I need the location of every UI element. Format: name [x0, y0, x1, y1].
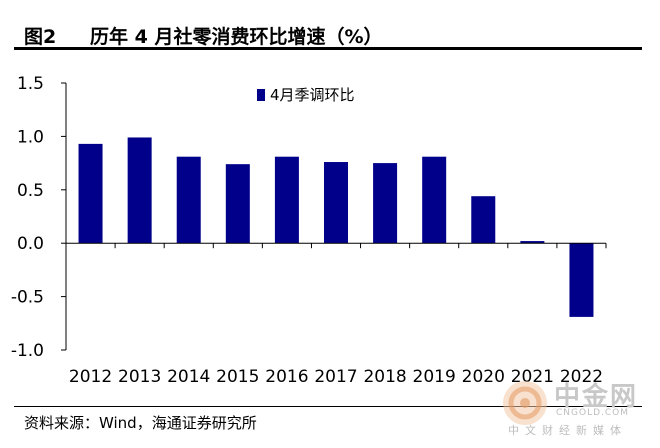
bar — [78, 143, 103, 244]
figure-header: 图2 历年 4 月社零消费环比增速（%） — [14, 18, 642, 48]
figure-title: 历年 4 月社零消费环比增速（%） — [90, 26, 383, 48]
bar — [520, 241, 545, 244]
bar — [127, 137, 152, 244]
header-rule — [14, 47, 642, 50]
watermark-name: 中金网 — [554, 382, 639, 412]
bar — [373, 163, 398, 244]
legend: 4月季调环比 — [257, 86, 355, 104]
bar — [225, 164, 250, 244]
y-tick-label: -0.5 — [11, 288, 44, 308]
x-tick-label: 2012 — [69, 367, 112, 387]
bar — [569, 243, 594, 317]
bar — [471, 196, 496, 244]
y-tick-label: -1.0 — [11, 341, 44, 361]
legend-swatch — [257, 89, 265, 101]
x-tick-label: 2022 — [560, 367, 603, 387]
x-tick-label: 2019 — [413, 367, 456, 387]
x-tick-label: 2014 — [167, 367, 210, 387]
x-axis: 2012 2013 2014 2015 2016 2017 2018 2019 2020 2021… — [65, 242, 607, 387]
x-tick-label: 2016 — [265, 367, 308, 387]
source-note: 资料来源：Wind，海通证券研究所 — [24, 414, 257, 432]
bar — [274, 156, 299, 244]
y-tick-label: 1.5 — [17, 74, 44, 94]
y-tick-label: 0.0 — [17, 234, 44, 254]
x-tick-label: 2018 — [363, 367, 406, 387]
y-tick-label: 1.0 — [17, 127, 44, 147]
y-axis: 1.5 1.0 0.5 0.0 -0.5 -1.0 — [11, 74, 67, 361]
cngold-logo-icon — [503, 381, 547, 425]
x-tick-label: 2013 — [118, 367, 161, 387]
bar — [324, 162, 348, 244]
footer-rule — [14, 406, 642, 407]
x-tick-label: 2020 — [462, 367, 505, 387]
x-tick-label: 2017 — [314, 367, 357, 387]
x-tick-label: 2015 — [216, 367, 259, 387]
figure-number: 图2 — [24, 26, 57, 48]
watermark-url: CNGOLD.COM — [556, 408, 630, 418]
legend-label: 4月季调环比 — [270, 86, 355, 104]
bars — [78, 137, 594, 317]
watermark: 中金网 CNGOLD.COM 中文财经新媒体 — [500, 376, 650, 442]
y-tick-label: 0.5 — [17, 181, 44, 201]
watermark-subtitle: 中文财经新媒体 — [508, 424, 627, 437]
bar — [422, 156, 447, 244]
bar — [176, 156, 201, 244]
